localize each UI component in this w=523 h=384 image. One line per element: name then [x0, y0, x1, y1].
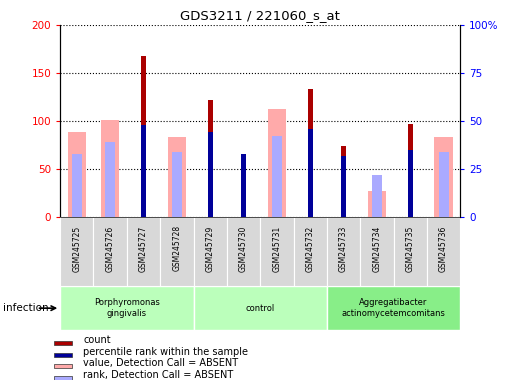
Bar	[60, 286, 194, 330]
Bar	[439, 152, 449, 217]
Bar	[208, 132, 213, 217]
Bar	[308, 129, 313, 217]
Text: rank, Detection Call = ABSENT: rank, Detection Call = ABSENT	[83, 370, 233, 380]
Bar	[435, 137, 453, 217]
Text: GSM245734: GSM245734	[372, 225, 381, 271]
Text: Porphyromonas
gingivalis: Porphyromonas gingivalis	[94, 298, 160, 318]
Text: GSM245733: GSM245733	[339, 225, 348, 271]
Bar	[72, 154, 82, 217]
Text: infection: infection	[3, 303, 48, 313]
Bar	[141, 125, 146, 217]
Bar	[368, 191, 386, 217]
Text: GSM245728: GSM245728	[173, 225, 181, 271]
Bar	[168, 137, 186, 217]
Text: value, Detection Call = ABSENT: value, Detection Call = ABSENT	[83, 358, 238, 368]
Text: Aggregatibacter
actinomycetemcomitans: Aggregatibacter actinomycetemcomitans	[342, 298, 446, 318]
Title: GDS3211 / 221060_s_at: GDS3211 / 221060_s_at	[180, 9, 340, 22]
Bar	[54, 364, 72, 368]
Bar	[241, 154, 246, 217]
Text: GSM245725: GSM245725	[72, 225, 81, 271]
Text: control: control	[246, 304, 275, 313]
Text: GSM245731: GSM245731	[272, 225, 281, 271]
Bar	[101, 120, 119, 217]
Bar	[60, 217, 94, 286]
Text: count: count	[83, 335, 111, 345]
Bar	[260, 217, 293, 286]
Text: GSM245735: GSM245735	[406, 225, 415, 271]
Bar	[408, 150, 413, 217]
Bar	[372, 175, 382, 217]
Bar	[208, 100, 213, 217]
Bar	[105, 142, 115, 217]
Bar	[308, 89, 313, 217]
Bar	[194, 217, 227, 286]
Bar	[427, 217, 460, 286]
Text: GSM245729: GSM245729	[206, 225, 214, 271]
Bar	[341, 146, 346, 217]
Bar	[54, 341, 72, 345]
Text: GSM245736: GSM245736	[439, 225, 448, 271]
Bar	[341, 156, 346, 217]
Bar	[272, 136, 282, 217]
Bar	[327, 217, 360, 286]
Text: GSM245726: GSM245726	[106, 225, 115, 271]
Bar	[141, 56, 146, 217]
Text: percentile rank within the sample: percentile rank within the sample	[83, 347, 248, 357]
Bar	[94, 217, 127, 286]
Bar	[293, 217, 327, 286]
Bar	[241, 154, 246, 217]
Bar	[360, 217, 393, 286]
Bar	[54, 376, 72, 380]
Bar	[172, 152, 182, 217]
Bar	[127, 217, 160, 286]
Bar	[194, 286, 327, 330]
Text: GSM245727: GSM245727	[139, 225, 148, 271]
Bar	[408, 124, 413, 217]
Bar	[327, 286, 460, 330]
Bar	[394, 217, 427, 286]
Text: GSM245732: GSM245732	[306, 225, 315, 271]
Bar	[67, 132, 86, 217]
Bar	[227, 217, 260, 286]
Bar	[54, 353, 72, 357]
Text: GSM245730: GSM245730	[239, 225, 248, 271]
Bar	[268, 109, 286, 217]
Bar	[160, 217, 194, 286]
